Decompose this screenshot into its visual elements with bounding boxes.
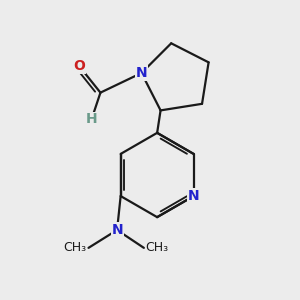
Text: O: O: [73, 59, 85, 73]
Text: CH₃: CH₃: [64, 242, 87, 254]
Text: N: N: [111, 223, 123, 237]
Text: N: N: [136, 66, 147, 80]
Text: H: H: [86, 112, 97, 126]
Text: N: N: [188, 189, 200, 203]
Text: CH₃: CH₃: [146, 242, 169, 254]
